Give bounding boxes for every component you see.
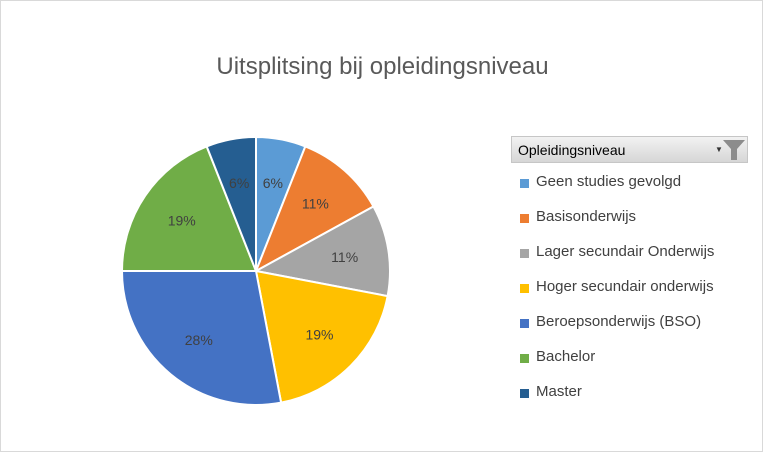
- data-label-5: 28%: [185, 332, 213, 348]
- legend-label: Beroepsonderwijs (BSO): [536, 313, 701, 330]
- legend-label: Lager secundair Onderwijs: [536, 243, 714, 260]
- legend-swatch: [520, 284, 529, 293]
- legend-label: Hoger secundair onderwijs: [536, 278, 714, 295]
- legend-swatch: [520, 214, 529, 223]
- legend-label: Bachelor: [536, 348, 595, 365]
- legend-swatch: [520, 319, 529, 328]
- data-label-7: 6%: [229, 175, 249, 191]
- legend-label: Master: [536, 383, 582, 400]
- data-label-2: 11%: [302, 196, 329, 212]
- legend-swatch: [520, 179, 529, 188]
- legend-filter-button[interactable]: Opleidingsniveau ▼: [511, 136, 748, 163]
- data-label-4: 19%: [305, 326, 333, 342]
- data-label-3: 11%: [331, 249, 358, 265]
- legend-swatch: [520, 354, 529, 363]
- legend-swatch: [520, 249, 529, 258]
- legend-label: Geen studies gevolgd: [536, 173, 681, 190]
- dropdown-arrow-icon: ▼: [715, 145, 723, 154]
- legend-title: Opleidingsniveau: [518, 142, 625, 158]
- legend-label: Basisonderwijs: [536, 208, 636, 225]
- data-label-1: 6%: [263, 175, 283, 191]
- data-label-6: 19%: [168, 213, 196, 229]
- legend-swatch: [520, 389, 529, 398]
- filter-icon: [723, 140, 745, 160]
